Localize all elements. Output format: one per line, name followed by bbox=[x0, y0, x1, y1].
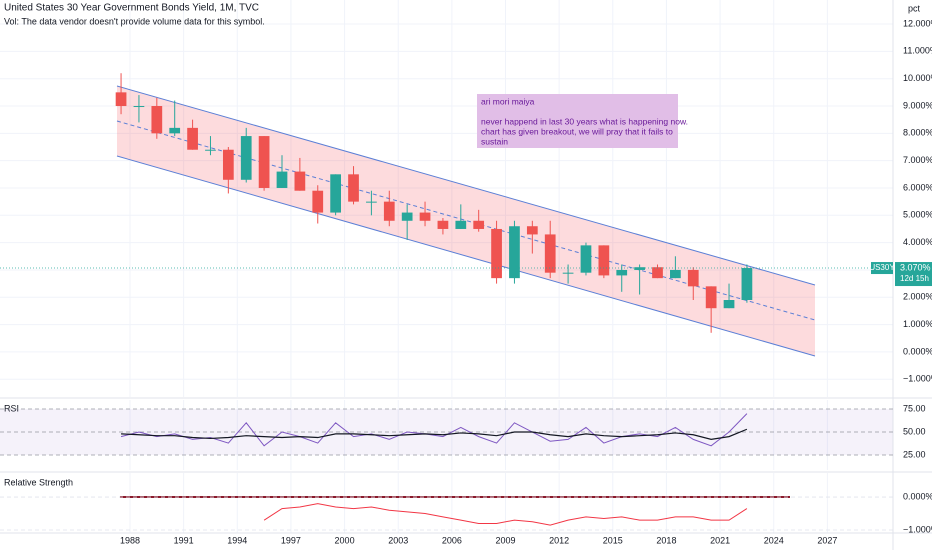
y-tick-label: 4.000% bbox=[903, 237, 932, 247]
x-tick-label: 2021 bbox=[710, 535, 730, 545]
annotation-title: ari mori maiya bbox=[481, 96, 535, 106]
y-tick-label: 9.000% bbox=[903, 100, 932, 110]
series-line bbox=[263, 503, 748, 526]
y-tick-label: 75.00 bbox=[903, 403, 926, 413]
candle-body bbox=[205, 149, 216, 151]
x-tick-label: 2024 bbox=[764, 535, 784, 545]
candle-body bbox=[598, 245, 610, 276]
annotation-text: chart has given breakout, we will pray t… bbox=[481, 126, 673, 136]
y-tick-label: 6.000% bbox=[903, 182, 932, 192]
candle-body bbox=[509, 226, 520, 279]
candle-body bbox=[169, 127, 181, 134]
candle-body bbox=[437, 220, 449, 229]
x-tick-label: 2000 bbox=[335, 535, 355, 545]
candle-body bbox=[687, 269, 699, 287]
candle-body bbox=[187, 127, 198, 150]
series-line bbox=[121, 428, 748, 440]
last-price-label: 3.070% bbox=[900, 262, 931, 272]
y-tick-label: 2.000% bbox=[903, 292, 932, 302]
candle-body bbox=[366, 201, 377, 203]
candle-body bbox=[276, 171, 288, 188]
x-tick-label: 1991 bbox=[174, 535, 194, 545]
pane-title: Relative Strength bbox=[4, 477, 73, 487]
y-tick-label: 12.000% bbox=[903, 18, 932, 28]
symbol-tag bbox=[871, 262, 893, 275]
y-tick-label: 0.000% bbox=[903, 491, 932, 501]
candle-body bbox=[151, 106, 163, 134]
y-tick-label: −1.000% bbox=[903, 524, 932, 534]
candle-body bbox=[348, 174, 359, 202]
candle-body bbox=[330, 174, 341, 213]
channel-upper bbox=[116, 85, 816, 286]
candle-body bbox=[652, 267, 663, 279]
candle-body bbox=[723, 300, 735, 309]
y-tick-label: 10.000% bbox=[903, 73, 932, 83]
pane-title: RSI bbox=[4, 403, 19, 413]
y-tick-label: 25.00 bbox=[903, 449, 926, 459]
x-tick-label: 2015 bbox=[603, 535, 623, 545]
y-tick-label: −1.000% bbox=[903, 374, 932, 384]
candle-body bbox=[544, 234, 556, 273]
candle-body bbox=[383, 201, 395, 221]
annotation-box bbox=[477, 94, 678, 148]
y-tick-label: 0.000% bbox=[903, 346, 932, 356]
y-tick-label: 7.000% bbox=[903, 155, 932, 165]
price-tag bbox=[895, 262, 932, 287]
candle-body bbox=[222, 149, 234, 180]
candle-body bbox=[526, 226, 538, 235]
x-tick-label: 1997 bbox=[281, 535, 301, 545]
grid bbox=[0, 0, 893, 533]
chart-title: United States 30 Year Government Bonds Y… bbox=[4, 3, 259, 14]
x-tick-label: 2003 bbox=[388, 535, 408, 545]
series-line bbox=[120, 413, 748, 447]
y-tick-label: 8.000% bbox=[903, 128, 932, 138]
candle-body bbox=[580, 245, 592, 273]
x-tick-label: 2009 bbox=[495, 535, 515, 545]
candle-body bbox=[258, 136, 270, 188]
candle-body bbox=[741, 268, 753, 301]
y-tick-label: 50.00 bbox=[903, 426, 926, 436]
candle-body bbox=[133, 106, 145, 108]
symbol-label: US30Y bbox=[869, 263, 895, 272]
y-tick-label: 1.000% bbox=[903, 319, 932, 329]
candle-body bbox=[240, 136, 252, 180]
candle-body bbox=[294, 171, 306, 191]
candle-body bbox=[401, 212, 413, 221]
x-tick-label: 1988 bbox=[120, 535, 140, 545]
x-tick-label: 2006 bbox=[442, 535, 462, 545]
candle-body bbox=[455, 220, 467, 229]
x-tick-label: 2012 bbox=[549, 535, 569, 545]
y-tick-label: 5.000% bbox=[903, 210, 932, 220]
y-tick-label: 11.000% bbox=[903, 46, 932, 56]
candle-body bbox=[491, 228, 502, 279]
candle-body bbox=[312, 190, 324, 213]
x-tick-label: 2018 bbox=[656, 535, 676, 545]
unit-label: pct bbox=[908, 3, 921, 13]
candle-body bbox=[634, 267, 645, 270]
annotation-text: never happend in last 30 years what is h… bbox=[481, 116, 688, 126]
vol-note: Vol: The data vendor doesn't provide vol… bbox=[4, 16, 265, 26]
annotation-text: sustain bbox=[481, 136, 508, 146]
x-tick-label: 1994 bbox=[227, 535, 247, 545]
candle-body bbox=[705, 286, 717, 309]
candle-body bbox=[616, 269, 628, 276]
channel-lower bbox=[116, 155, 816, 357]
candle-body bbox=[562, 272, 574, 274]
candle-body bbox=[115, 92, 127, 107]
candle-body bbox=[670, 269, 681, 279]
candle-body bbox=[473, 220, 485, 229]
countdown-label: 12d 15h bbox=[900, 274, 929, 283]
x-tick-label: 2027 bbox=[817, 535, 837, 545]
candle-body bbox=[419, 212, 431, 221]
